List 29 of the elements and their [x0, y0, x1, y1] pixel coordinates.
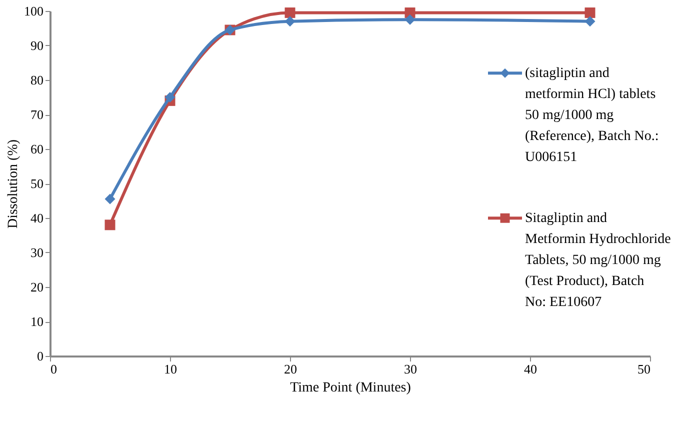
y-tick-label: 100	[24, 4, 44, 18]
point	[404, 14, 416, 25]
y-tick-label: 80	[30, 72, 44, 88]
legend-label: Sitagliptin and Metformin Hydrochloride Tablets, 50 mg/1000 mg (Test Product), Batch No: EE10607	[525, 211, 671, 310]
x-tick-label: 20	[284, 362, 297, 376]
x-tick-label: 50	[638, 362, 650, 376]
x-axis-title: Time Point (Minutes)	[290, 380, 412, 396]
x-tick-label: 10	[164, 362, 177, 376]
y-axis-title: Dissolution (%)	[6, 139, 21, 229]
point	[584, 16, 596, 27]
y-tick-label: 0	[37, 348, 44, 364]
y-tick-label: 50	[30, 176, 44, 191]
y-tick-label: 40	[30, 210, 44, 226]
point	[164, 92, 176, 102]
point	[584, 7, 596, 18]
point	[284, 7, 296, 18]
x-tick-label: 0	[50, 362, 57, 376]
y-tick-label: 30	[30, 245, 44, 260]
y-tick-label: 10	[30, 314, 44, 329]
point	[284, 16, 296, 27]
y-tick-label: 60	[30, 142, 44, 156]
y-tick-label: 70	[30, 107, 44, 122]
y-tick-label: 20	[30, 280, 44, 294]
point	[104, 194, 116, 204]
point	[104, 220, 116, 230]
x-tick-label: 40	[524, 362, 537, 376]
x-tick-label: 30	[404, 362, 417, 376]
y-tick-label: 90	[30, 38, 44, 53]
legend-label: (sitagliptin and metformin HCl) tablets 50 mg/1000 mg (Reference), Batch No.: U006151	[525, 66, 659, 166]
